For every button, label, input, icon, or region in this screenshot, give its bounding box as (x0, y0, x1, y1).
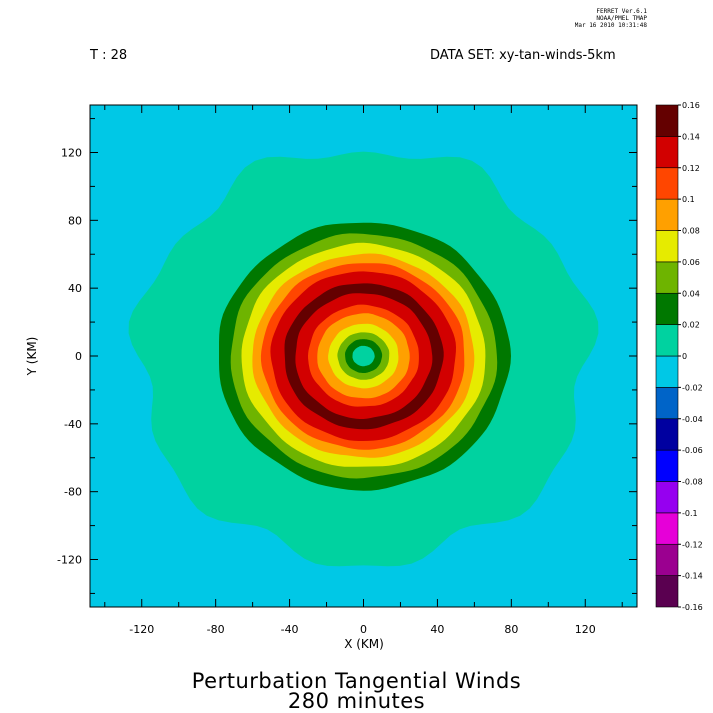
colorbar-label: -0.14 (682, 572, 703, 581)
colorbar-label: 0.16 (682, 101, 700, 110)
contour-band (352, 345, 375, 367)
chart-subtitle: 280 minutes (287, 689, 426, 713)
ferret-line: FERRET Ver.6.1 (596, 8, 647, 15)
colorbar-label: 0.14 (682, 132, 700, 141)
colorbar-swatch (655, 418, 679, 451)
colorbar-swatch (655, 355, 679, 388)
x-axis-label: X (KM) (344, 637, 384, 651)
y-tick-label: 80 (68, 214, 82, 227)
x-tick-label: 80 (504, 623, 518, 636)
ferret-line: Mar 16 2010 10:31:48 (574, 22, 647, 29)
colorbar-swatch (655, 136, 679, 169)
x-tick-label: 120 (575, 623, 596, 636)
axes: -120 -80 -40 0 40 80 120 -120 -80 -40 0 40 80 120 (57, 105, 637, 636)
colorbar-swatch (655, 449, 679, 482)
colorbar-label: -0.06 (682, 446, 703, 455)
colorbar-swatch (655, 512, 679, 545)
colorbar-swatch (655, 230, 679, 263)
colorbar-label: -0.1 (682, 509, 698, 518)
x-tick-label: 40 (430, 623, 444, 636)
colorbar-label: 0 (682, 352, 687, 361)
colorbar: -0.16 -0.14 -0.12 -0.1 -0.08 -0.06 -0.04 -0.02 0… (655, 101, 703, 612)
y-tick-label: 40 (68, 282, 82, 295)
colorbar-swatch (655, 292, 679, 325)
y-axis-label: Y (KM) (25, 337, 39, 377)
colorbar-swatch (655, 104, 679, 137)
dataset-label: DATA SET: xy-tan-winds-5km (430, 48, 616, 63)
ferret-line: NOAA/PMEL TMAP (596, 15, 647, 22)
colorbar-label: -0.08 (682, 478, 703, 487)
colorbar-label: -0.16 (682, 603, 703, 612)
colorbar-label: 0.06 (682, 258, 700, 267)
x-tick-label: -40 (281, 623, 299, 636)
y-tick-label: 120 (61, 146, 82, 159)
colorbar-label: 0.04 (682, 289, 700, 298)
colorbar-swatch (655, 387, 679, 420)
colorbar-label: 0.02 (682, 321, 700, 330)
colorbar-swatch (655, 324, 679, 357)
x-tick-label: -80 (207, 623, 225, 636)
colorbar-label: 0.1 (682, 195, 695, 204)
x-tick-label: 0 (360, 623, 367, 636)
time-label: T : 28 (90, 48, 128, 63)
y-tick-label: -80 (64, 486, 82, 499)
colorbar-swatch (655, 481, 679, 514)
colorbar-swatch (655, 198, 679, 231)
ferret-stamp: FERRET Ver.6.1 NOAA/PMEL TMAP Mar 16 201… (575, 8, 647, 29)
x-tick-label: -120 (129, 623, 154, 636)
contour-field (90, 105, 637, 607)
y-tick-label: 0 (75, 350, 82, 363)
colorbar-swatch (655, 261, 679, 294)
colorbar-label: 0.08 (682, 227, 700, 236)
colorbar-swatch (655, 543, 679, 576)
y-tick-label: -40 (64, 418, 82, 431)
y-tick-label: -120 (57, 554, 82, 567)
colorbar-label: -0.02 (682, 383, 703, 392)
colorbar-label: -0.12 (682, 540, 703, 549)
colorbar-swatch (655, 167, 679, 200)
colorbar-label: 0.12 (682, 164, 700, 173)
colorbar-swatch (655, 575, 679, 608)
chart-title: Perturbation Tangential Winds (191, 669, 522, 693)
colorbar-label: -0.04 (682, 415, 703, 424)
